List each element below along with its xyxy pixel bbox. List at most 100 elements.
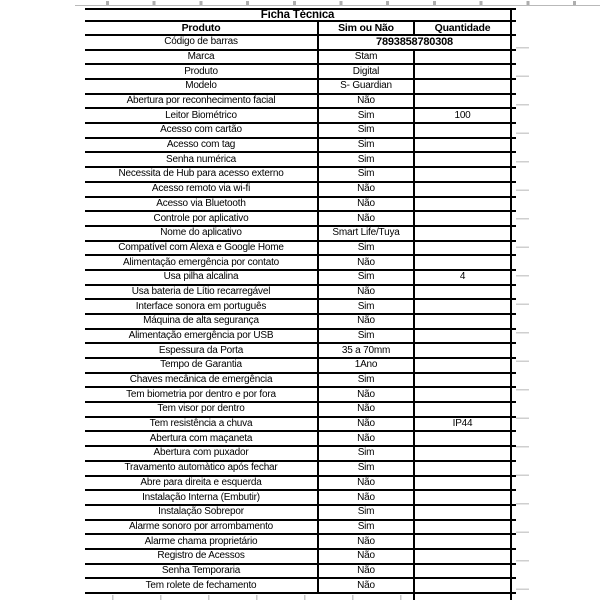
quantidade-cell[interactable] (415, 256, 512, 269)
sim-nao-cell[interactable]: Sim (319, 447, 415, 460)
quantidade-cell[interactable] (415, 520, 512, 534)
sim-nao-cell[interactable]: 1Ano (319, 359, 415, 372)
sim-nao-cell[interactable]: Não (319, 256, 415, 269)
quantidade-cell[interactable]: 100 (415, 109, 512, 123)
produto-cell[interactable]: Tem biometria por dentro e por fora (85, 388, 319, 402)
produto-cell[interactable]: Controle por aplicativo (85, 212, 319, 225)
produto-cell[interactable]: Abertura com maçaneta (85, 432, 319, 446)
produto-cell[interactable]: Acesso remoto via wi-fi (85, 182, 319, 196)
sim-nao-cell[interactable]: S- Guardian (319, 80, 415, 93)
sim-nao-cell[interactable]: Sim (319, 241, 415, 255)
produto-cell[interactable]: Marca (85, 50, 319, 64)
quantidade-cell[interactable] (415, 359, 512, 372)
produto-cell[interactable]: Leitor Biométrico (85, 109, 319, 123)
produto-cell[interactable]: Acesso com cartão (85, 124, 319, 137)
quantidade-cell[interactable] (415, 153, 512, 167)
column-header-quantidade[interactable]: Quantidade (415, 22, 512, 34)
produto-cell[interactable]: Abertura com puxador (85, 447, 319, 460)
sim-nao-cell[interactable]: Não (319, 535, 415, 548)
sim-nao-cell[interactable]: Não (319, 197, 415, 211)
produto-cell[interactable]: Tem rolete de fechamento (85, 579, 319, 592)
quantidade-cell[interactable] (415, 535, 512, 548)
quantidade-cell[interactable] (415, 80, 512, 93)
produto-cell[interactable]: Máquina de alta segurança (85, 315, 319, 328)
quantidade-cell[interactable] (415, 300, 512, 313)
quantidade-cell[interactable] (415, 549, 512, 563)
produto-cell[interactable]: Nome do aplicativo (85, 226, 319, 240)
quantidade-cell[interactable] (415, 182, 512, 196)
sim-nao-cell[interactable]: Não (319, 476, 415, 490)
produto-cell[interactable]: Alimentação emergência por USB (85, 329, 319, 343)
quantidade-cell[interactable] (415, 329, 512, 343)
produto-cell[interactable]: Instalação Sobrepor (85, 505, 319, 519)
column-header-produto[interactable]: Produto (85, 22, 319, 34)
produto-cell[interactable]: Senha Temporaria (85, 564, 319, 578)
sim-nao-cell[interactable]: Smart Life/Tuya (319, 226, 415, 240)
sim-nao-cell[interactable]: Sim (319, 329, 415, 343)
quantidade-cell[interactable] (415, 94, 512, 108)
quantidade-cell[interactable] (415, 315, 512, 328)
barcode-value-cell[interactable]: 7893858780308 (319, 36, 512, 49)
produto-cell[interactable]: Chaves mecânica de emergência (85, 373, 319, 387)
quantidade-cell[interactable] (415, 50, 512, 64)
sim-nao-cell[interactable]: Sim (319, 168, 415, 181)
sim-nao-cell[interactable]: Sim (319, 520, 415, 534)
table-title[interactable]: Ficha Técnica (85, 9, 512, 21)
sim-nao-cell[interactable]: Digital (319, 65, 415, 79)
quantidade-cell[interactable] (415, 388, 512, 402)
sim-nao-cell[interactable]: Não (319, 491, 415, 504)
produto-cell[interactable]: Compatível com Alexa e Google Home (85, 241, 319, 255)
produto-cell[interactable]: Abertura por reconhecimento facial (85, 94, 319, 108)
produto-cell[interactable]: Espessura da Porta (85, 344, 319, 358)
sim-nao-cell[interactable]: Stam (319, 50, 415, 64)
quantidade-cell[interactable] (415, 432, 512, 446)
produto-cell[interactable]: Modelo (85, 80, 319, 93)
quantidade-cell[interactable] (415, 447, 512, 460)
quantidade-cell[interactable] (415, 241, 512, 255)
produto-cell[interactable]: Usa pilha alcalina (85, 270, 319, 284)
quantidade-cell[interactable] (415, 168, 512, 181)
produto-cell[interactable]: Travamento automàtico após fechar (85, 461, 319, 475)
quantidade-cell[interactable] (415, 226, 512, 240)
produto-cell[interactable]: Senha numérica (85, 153, 319, 167)
sim-nao-cell[interactable]: Não (319, 432, 415, 446)
sim-nao-cell[interactable]: Não (319, 579, 415, 592)
quantidade-cell[interactable] (415, 65, 512, 79)
sim-nao-cell[interactable]: Não (319, 564, 415, 578)
sim-nao-cell[interactable]: Sim (319, 270, 415, 284)
sim-nao-cell[interactable]: Sim (319, 300, 415, 313)
sim-nao-cell[interactable]: Não (319, 182, 415, 196)
produto-cell[interactable]: Acesso com tag (85, 138, 319, 152)
sim-nao-cell[interactable]: 35 a 70mm (319, 344, 415, 358)
sim-nao-cell[interactable]: Sim (319, 373, 415, 387)
quantidade-cell[interactable] (415, 476, 512, 490)
sim-nao-cell[interactable]: Não (319, 388, 415, 402)
produto-cell[interactable]: Alarme chama proprietário (85, 535, 319, 548)
produto-cell[interactable]: Usa bateria de Lítio recarregável (85, 285, 319, 299)
quantidade-cell[interactable] (415, 285, 512, 299)
quantidade-cell[interactable] (415, 373, 512, 387)
produto-cell[interactable]: Alarme sonoro por arrombamento (85, 520, 319, 534)
sim-nao-cell[interactable]: Não (319, 94, 415, 108)
quantidade-cell[interactable] (415, 564, 512, 578)
produto-cell[interactable]: Tem resistência a chuva (85, 417, 319, 431)
produto-cell[interactable]: Necessita de Hub para acesso externo (85, 168, 319, 181)
quantidade-cell[interactable] (415, 505, 512, 519)
produto-cell[interactable]: Tempo de Garantia (85, 359, 319, 372)
sim-nao-cell[interactable]: Não (319, 212, 415, 225)
sim-nao-cell[interactable]: Sim (319, 461, 415, 475)
quantidade-cell[interactable] (415, 403, 512, 416)
produto-cell[interactable]: Interface sonora em português (85, 300, 319, 313)
produto-cell[interactable]: Tem visor por dentro (85, 403, 319, 416)
produto-cell[interactable]: Abre para direita e esquerda (85, 476, 319, 490)
quantidade-cell[interactable] (415, 138, 512, 152)
quantidade-cell[interactable] (415, 124, 512, 137)
produto-cell[interactable]: Alimentação emergência por contato (85, 256, 319, 269)
sim-nao-cell[interactable]: Sim (319, 124, 415, 137)
column-header-sim-ou-nao[interactable]: Sim ou Não (319, 22, 415, 34)
sim-nao-cell[interactable]: Sim (319, 153, 415, 167)
sim-nao-cell[interactable]: Sim (319, 138, 415, 152)
produto-cell[interactable]: Registro de Acessos (85, 549, 319, 563)
sim-nao-cell[interactable]: Não (319, 403, 415, 416)
quantidade-cell[interactable]: IP44 (415, 417, 512, 431)
